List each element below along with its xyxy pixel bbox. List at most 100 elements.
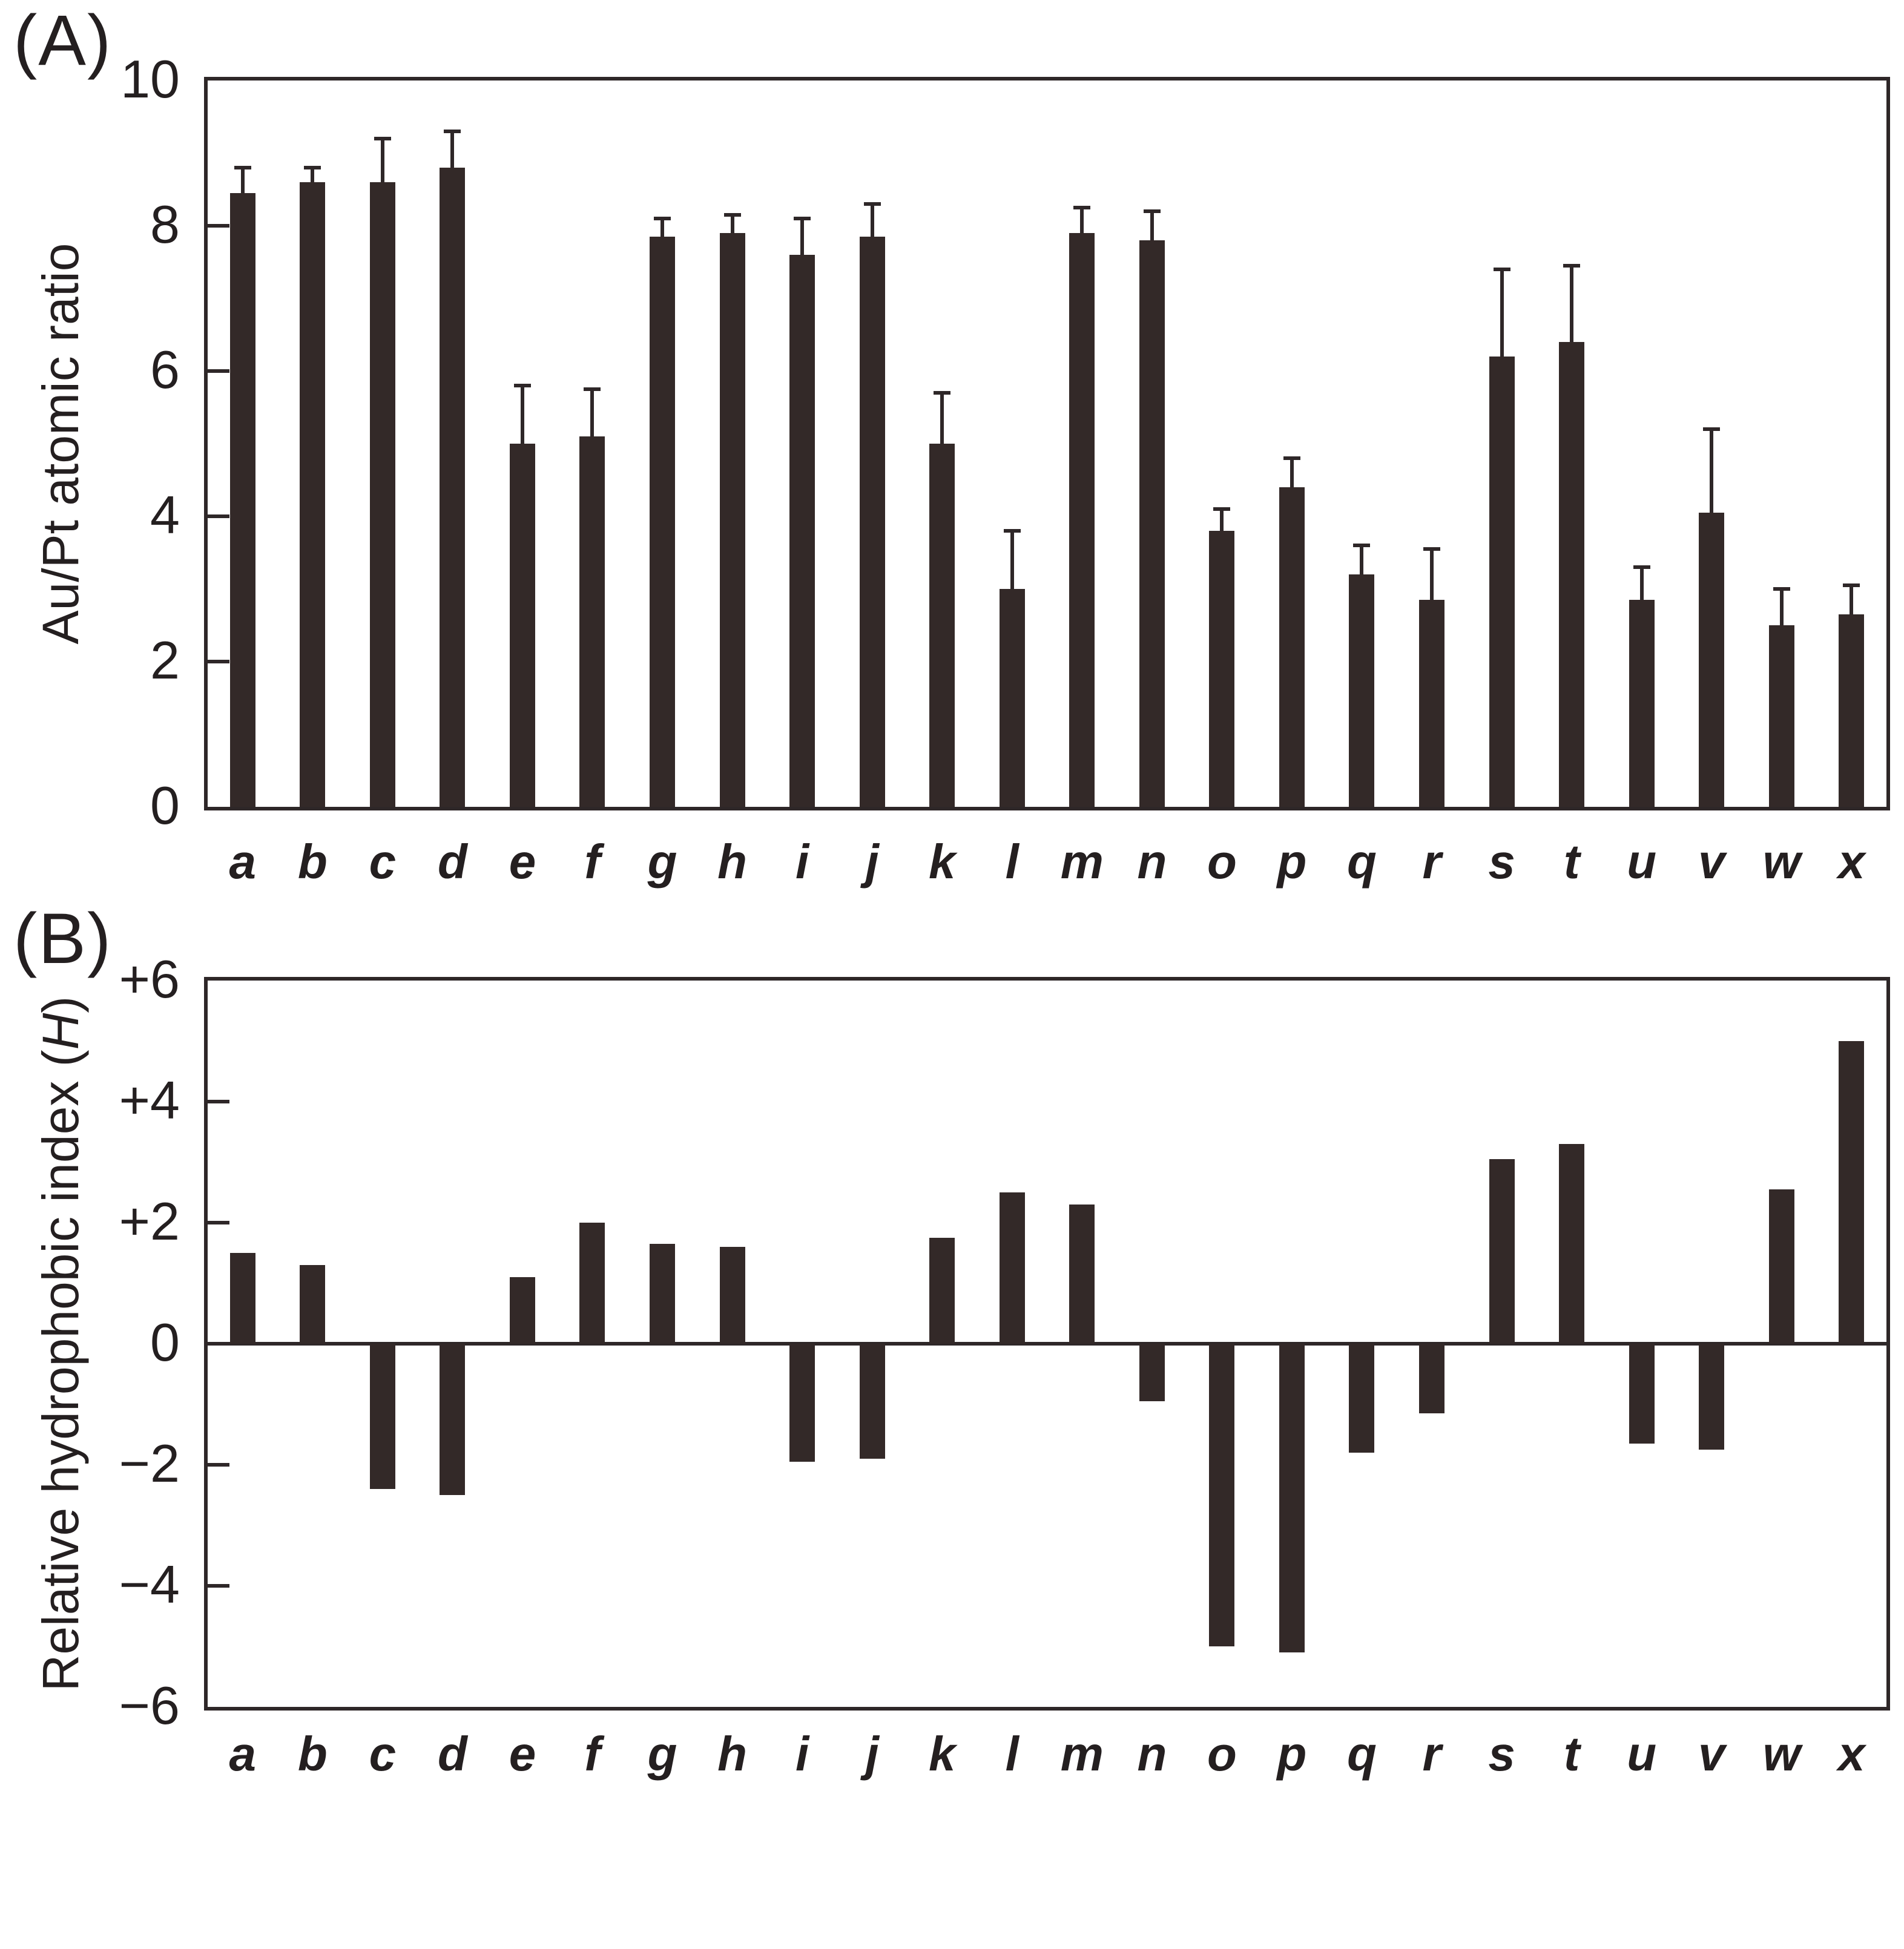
category-label-a-n: n bbox=[1137, 835, 1167, 889]
bar-a-x bbox=[1839, 614, 1865, 807]
errorbar-cap-o bbox=[1213, 507, 1231, 511]
category-label-b-m: m bbox=[1060, 1727, 1104, 1781]
category-label-b-d: d bbox=[437, 1727, 467, 1781]
panel-b-label: (B) bbox=[13, 899, 113, 979]
errorbar-stem-m bbox=[1080, 208, 1084, 233]
errorbar-cap-r bbox=[1423, 547, 1440, 551]
category-label-a-u: u bbox=[1627, 835, 1657, 889]
bar-a-t bbox=[1559, 342, 1585, 807]
y-tick-label-a-8: 8 bbox=[150, 194, 180, 254]
y-tick-label-a-4: 4 bbox=[150, 485, 180, 545]
category-label-a-s: s bbox=[1488, 835, 1515, 889]
panel-a-label: (A) bbox=[13, 1, 113, 81]
bar-b-x bbox=[1839, 1041, 1865, 1344]
category-label-b-v: v bbox=[1698, 1727, 1725, 1781]
errorbar-stem-b bbox=[311, 168, 315, 182]
category-label-a-d: d bbox=[437, 835, 467, 889]
bar-b-d bbox=[440, 1344, 466, 1495]
errorbar-cap-u bbox=[1633, 565, 1650, 569]
bar-a-r bbox=[1418, 600, 1444, 807]
plot-area-b: +6 +4 +2 0 −2 −4 −6 bbox=[119, 953, 1890, 1732]
errorbar-cap-j bbox=[863, 202, 881, 206]
errorbar-stem-o bbox=[1220, 509, 1224, 531]
bar-b-r bbox=[1418, 1344, 1444, 1413]
category-label-b-c: c bbox=[369, 1727, 397, 1781]
plot-area-a: 10 8 6 4 2 0 bbox=[120, 53, 1890, 832]
category-label-b-e: e bbox=[509, 1727, 536, 1781]
bar-b-i bbox=[789, 1344, 815, 1462]
category-label-a-t: t bbox=[1563, 835, 1580, 889]
y-tick-label-b-+4: +4 bbox=[119, 1070, 180, 1130]
category-label-a-r: r bbox=[1422, 835, 1441, 889]
errorbar-cap-v bbox=[1703, 427, 1721, 431]
errorbar-cap-c bbox=[374, 137, 391, 140]
y-tick-b-−2 bbox=[208, 1463, 229, 1467]
bar-b-v bbox=[1699, 1344, 1725, 1450]
bar-b-n bbox=[1139, 1344, 1165, 1401]
errorbar-stem-f bbox=[590, 389, 595, 436]
errorbar-cap-s bbox=[1493, 268, 1510, 271]
bar-a-k bbox=[929, 444, 955, 807]
y-tick-label-b-0: 0 bbox=[150, 1312, 180, 1372]
bar-a-m bbox=[1069, 233, 1095, 807]
bar-b-e bbox=[509, 1277, 535, 1344]
category-label-a-k: k bbox=[928, 835, 956, 889]
bar-a-j bbox=[859, 237, 885, 807]
y-tick-a-2 bbox=[208, 660, 229, 663]
bar-b-g bbox=[650, 1244, 676, 1344]
errorbar-stem-x bbox=[1850, 585, 1854, 614]
bar-a-u bbox=[1629, 600, 1655, 807]
bar-a-a bbox=[229, 193, 255, 807]
errorbar-stem-w bbox=[1779, 589, 1784, 625]
category-label-a-j: j bbox=[865, 835, 879, 889]
errorbar-stem-r bbox=[1429, 549, 1434, 600]
errorbar-stem-h bbox=[730, 215, 734, 233]
y-tick-label-b-+6: +6 bbox=[119, 949, 180, 1009]
category-label-b-p: p bbox=[1277, 1727, 1307, 1781]
category-label-a-w: w bbox=[1762, 835, 1800, 889]
category-label-a-v: v bbox=[1698, 835, 1725, 889]
errorbar-stem-v bbox=[1710, 429, 1714, 513]
bar-a-n bbox=[1139, 240, 1165, 807]
errorbar-cap-x bbox=[1843, 583, 1860, 587]
category-label-b-u: u bbox=[1627, 1727, 1657, 1781]
category-label-b-b: b bbox=[297, 1727, 328, 1781]
category-label-b-i: i bbox=[796, 1727, 809, 1781]
category-label-a-e: e bbox=[509, 835, 536, 889]
bar-b-a bbox=[229, 1253, 255, 1344]
bar-a-s bbox=[1489, 357, 1515, 807]
y-tick-label-a-2: 2 bbox=[150, 630, 180, 690]
y-tick-label-b-−6: −6 bbox=[119, 1675, 180, 1735]
category-label-a-h: h bbox=[717, 835, 748, 889]
y-tick-a-6 bbox=[208, 369, 229, 373]
bar-a-l bbox=[999, 589, 1025, 807]
y-tick-b-+4 bbox=[208, 1100, 229, 1103]
bar-a-p bbox=[1279, 487, 1305, 807]
errorbar-stem-n bbox=[1150, 211, 1154, 240]
category-label-b-n: n bbox=[1137, 1727, 1167, 1781]
errorbar-cap-f bbox=[584, 387, 601, 391]
errorbar-stem-g bbox=[660, 219, 665, 237]
category-label-a-g: g bbox=[647, 835, 677, 889]
errorbar-cap-b bbox=[304, 166, 321, 169]
errorbar-stem-a bbox=[240, 168, 245, 193]
bar-b-u bbox=[1629, 1344, 1655, 1444]
bar-a-q bbox=[1349, 574, 1375, 807]
bar-a-i bbox=[789, 255, 815, 807]
errorbar-cap-a bbox=[234, 166, 251, 169]
y-tick-b-+2 bbox=[208, 1221, 229, 1224]
y-tick-b-−4 bbox=[208, 1584, 229, 1588]
errorbar-cap-h bbox=[723, 213, 741, 217]
category-label-b-h: h bbox=[717, 1727, 748, 1781]
bar-a-e bbox=[509, 444, 535, 807]
category-label-b-l: l bbox=[1005, 1727, 1019, 1781]
errorbar-cap-t bbox=[1563, 264, 1581, 268]
bar-b-w bbox=[1768, 1189, 1794, 1344]
y-axis-title-b-italic-h: H bbox=[32, 1013, 89, 1050]
category-label-b-q: q bbox=[1347, 1727, 1377, 1781]
bar-b-s bbox=[1489, 1159, 1515, 1344]
bar-a-c bbox=[369, 182, 395, 807]
category-label-a-o: o bbox=[1207, 835, 1237, 889]
